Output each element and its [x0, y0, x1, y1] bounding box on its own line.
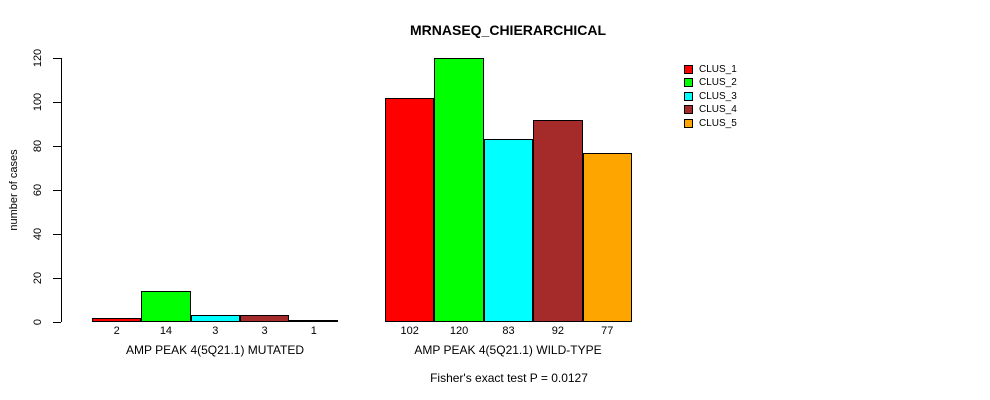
y-axis-tick-label: 40 — [32, 227, 44, 241]
bar-clus_3-group2 — [483, 139, 534, 322]
bar-value-label: 77 — [601, 325, 614, 337]
bar-value-label: 3 — [261, 325, 268, 337]
legend-swatch-clus_3 — [684, 91, 693, 101]
legend-swatch-clus_4 — [684, 105, 693, 115]
y-axis-tick-label: 80 — [32, 139, 44, 153]
bar-value-label: 83 — [502, 325, 515, 337]
bar-clus_1-group1 — [92, 317, 142, 322]
bar-clus_4-group2 — [533, 119, 583, 322]
y-axis-line — [61, 58, 62, 322]
y-axis-tick — [53, 189, 61, 191]
bar-value-label: 102 — [400, 325, 419, 337]
y-axis-tick — [53, 101, 61, 103]
legend-item-clus_4: CLUS_4 — [684, 103, 737, 116]
y-axis-label: number of cases — [8, 149, 20, 231]
legend-label: CLUS_1 — [699, 64, 737, 75]
legend-swatch-clus_1 — [684, 65, 693, 74]
y-axis-tick-label: 120 — [32, 48, 44, 68]
legend-label: CLUS_2 — [699, 77, 737, 89]
y-axis-tick-label: 20 — [32, 271, 44, 285]
y-axis-tick — [53, 233, 61, 235]
y-axis-tick — [53, 145, 61, 147]
group-label-mutated: AMP PEAK 4(5Q21.1) MUTATED — [125, 343, 305, 357]
annotation-fisher-test: Fisher's exact test P = 0.0127 — [430, 371, 588, 385]
legend-item-clus_2: CLUS_2 — [684, 76, 737, 89]
bar-clus_4-group1 — [239, 315, 290, 322]
chart-title: MRNASEQ_CHIERARCHICAL — [409, 22, 607, 38]
bar-clus_2-group2 — [434, 58, 484, 322]
legend-item-clus_5: CLUS_5 — [684, 117, 737, 130]
y-axis-tick-label: 0 — [32, 318, 44, 326]
bar-value-label: 2 — [113, 325, 120, 337]
bar-value-label: 120 — [449, 325, 469, 337]
bar-clus_3-group1 — [190, 315, 240, 322]
y-axis-tick — [53, 321, 61, 323]
y-axis-tick — [53, 57, 61, 59]
bar-clus_2-group1 — [141, 291, 191, 322]
bar-value-label: 14 — [159, 325, 173, 337]
bar-clus_5-group1 — [289, 319, 339, 322]
y-axis-tick — [53, 277, 61, 279]
bar-value-label: 92 — [551, 325, 565, 337]
legend-swatch-clus_5 — [684, 118, 693, 128]
legend-swatch-clus_2 — [684, 78, 693, 88]
legend-label: CLUS_4 — [699, 104, 737, 116]
y-axis-tick-label: 100 — [32, 92, 44, 112]
bar-value-label: 3 — [212, 325, 219, 337]
legend-item-clus_1: CLUS_1 — [684, 63, 737, 76]
legend-item-clus_3: CLUS_3 — [684, 90, 737, 103]
bar-clus_5-group2 — [582, 152, 632, 322]
y-axis-tick-label: 60 — [32, 183, 44, 197]
group-label-wildtype: AMP PEAK 4(5Q21.1) WILD-TYPE — [414, 343, 602, 357]
bar-value-label: 1 — [310, 325, 317, 337]
legend-label: CLUS_3 — [699, 90, 737, 102]
bar-clus_1-group2 — [385, 97, 435, 322]
legend-label: CLUS_5 — [699, 117, 737, 129]
